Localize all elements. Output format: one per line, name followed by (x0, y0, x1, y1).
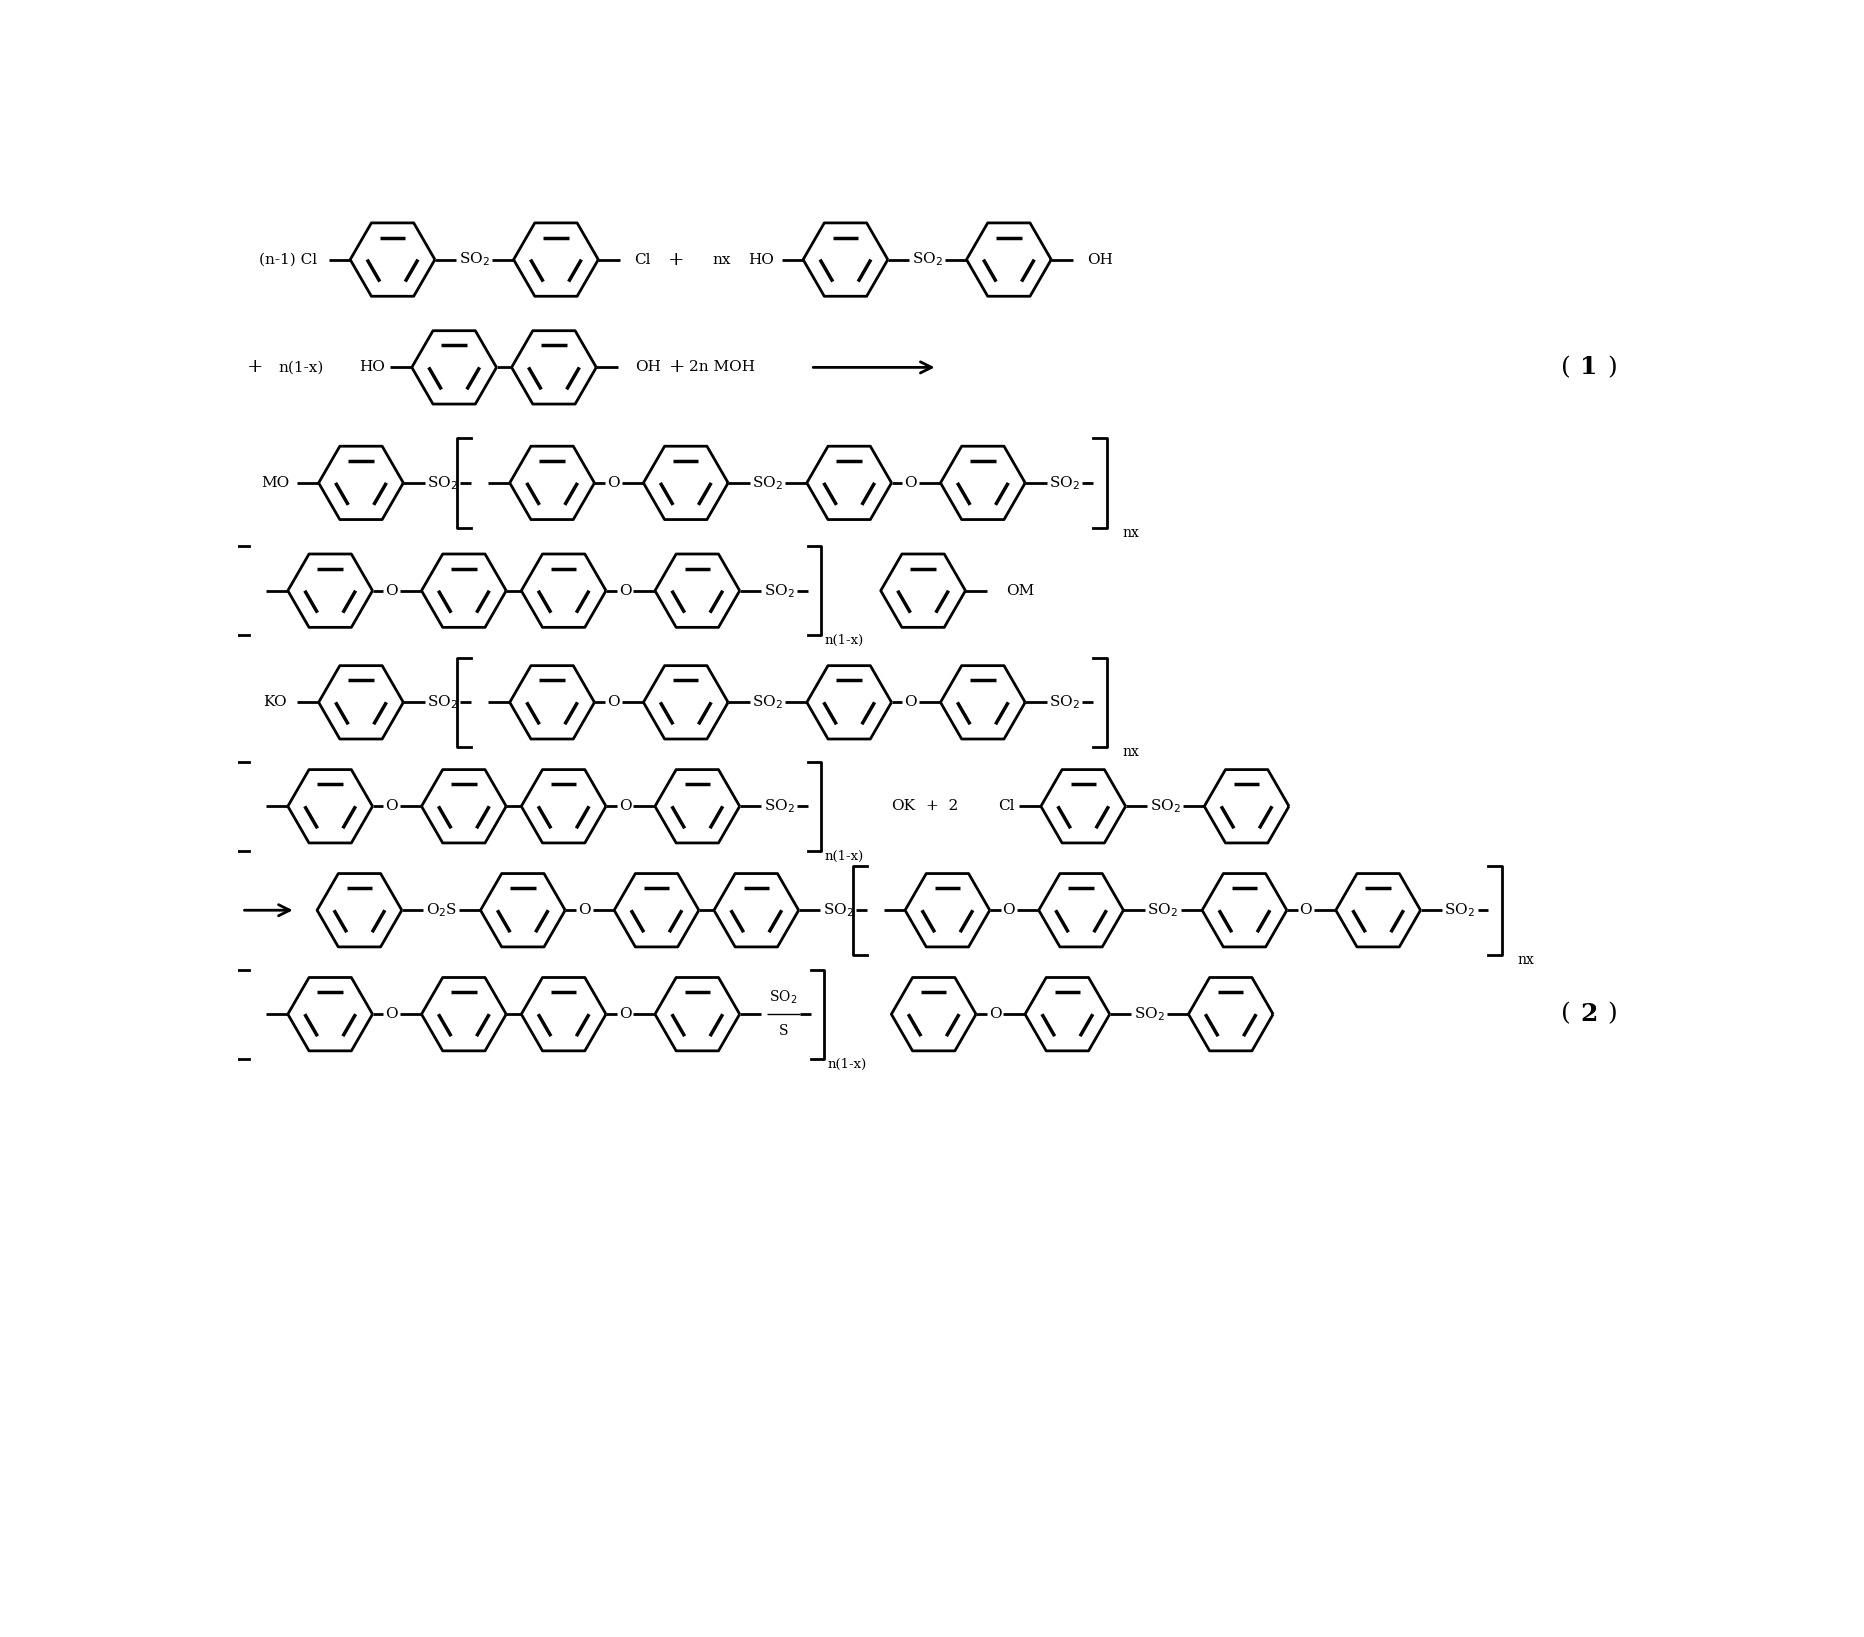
Text: O: O (619, 1007, 632, 1021)
Text: SO$_2$: SO$_2$ (762, 797, 794, 815)
Text: +  2: + 2 (926, 799, 958, 814)
Text: (: ( (1560, 355, 1569, 378)
Text: O: O (904, 476, 917, 489)
Text: nx: nx (1122, 745, 1139, 760)
Text: HO: HO (747, 252, 774, 267)
Text: SO$_2$: SO$_2$ (751, 694, 783, 710)
Text: O: O (386, 584, 397, 598)
Text: SO$_2$: SO$_2$ (911, 250, 941, 268)
Text: nx: nx (712, 252, 731, 267)
Text: SO$_2$: SO$_2$ (1148, 797, 1180, 815)
Text: O: O (386, 799, 397, 814)
Text: nx: nx (1517, 953, 1534, 967)
Text: SO$_2$: SO$_2$ (427, 475, 459, 491)
Text: KO: KO (263, 696, 287, 709)
Text: O: O (619, 584, 632, 598)
Text: n(1-x): n(1-x) (824, 634, 863, 647)
Text: SO$_2$: SO$_2$ (1049, 694, 1079, 710)
Text: n(1-x): n(1-x) (824, 850, 863, 863)
Text: SO$_2$: SO$_2$ (1445, 902, 1474, 918)
Text: 2n MOH: 2n MOH (688, 360, 755, 375)
Text: SO$_2$: SO$_2$ (770, 989, 798, 1007)
Text: O: O (1299, 904, 1312, 917)
Text: OM: OM (1007, 584, 1035, 598)
Text: SO$_2$: SO$_2$ (459, 250, 490, 268)
Text: O: O (386, 1007, 397, 1021)
Text: SO$_2$: SO$_2$ (1049, 475, 1079, 491)
Text: O: O (988, 1007, 1001, 1021)
Text: +: + (667, 250, 684, 268)
Text: SO$_2$: SO$_2$ (751, 475, 783, 491)
Text: (n-1) Cl: (n-1) Cl (259, 252, 317, 267)
Text: O: O (619, 799, 632, 814)
Text: ): ) (1607, 1003, 1616, 1026)
Text: S: S (779, 1025, 788, 1038)
Text: SO$_2$: SO$_2$ (427, 694, 459, 710)
Text: SO$_2$: SO$_2$ (1133, 1005, 1163, 1023)
Text: OH: OH (1087, 252, 1113, 267)
Text: OK: OK (891, 799, 913, 814)
Text: +: + (246, 359, 263, 377)
Text: O: O (608, 696, 619, 709)
Text: n(1-x): n(1-x) (278, 360, 324, 375)
Text: O: O (1003, 904, 1014, 917)
Text: MO: MO (261, 476, 289, 489)
Text: (: ( (1560, 1003, 1569, 1026)
Text: ): ) (1607, 355, 1616, 378)
Text: SO$_2$: SO$_2$ (1146, 902, 1178, 918)
Text: O: O (578, 904, 591, 917)
Text: Cl: Cl (997, 799, 1014, 814)
Text: O: O (608, 476, 619, 489)
Text: 1: 1 (1579, 355, 1597, 380)
Text: O: O (904, 696, 917, 709)
Text: O$_2$S: O$_2$S (425, 902, 457, 918)
Text: +: + (669, 359, 686, 377)
Text: SO$_2$: SO$_2$ (822, 902, 854, 918)
Text: OH: OH (634, 360, 660, 375)
Text: HO: HO (360, 360, 386, 375)
Text: 2: 2 (1579, 1002, 1597, 1026)
Text: n(1-x): n(1-x) (828, 1058, 867, 1071)
Text: Cl: Cl (634, 252, 651, 267)
Text: SO$_2$: SO$_2$ (762, 581, 794, 599)
Text: nx: nx (1122, 525, 1139, 540)
